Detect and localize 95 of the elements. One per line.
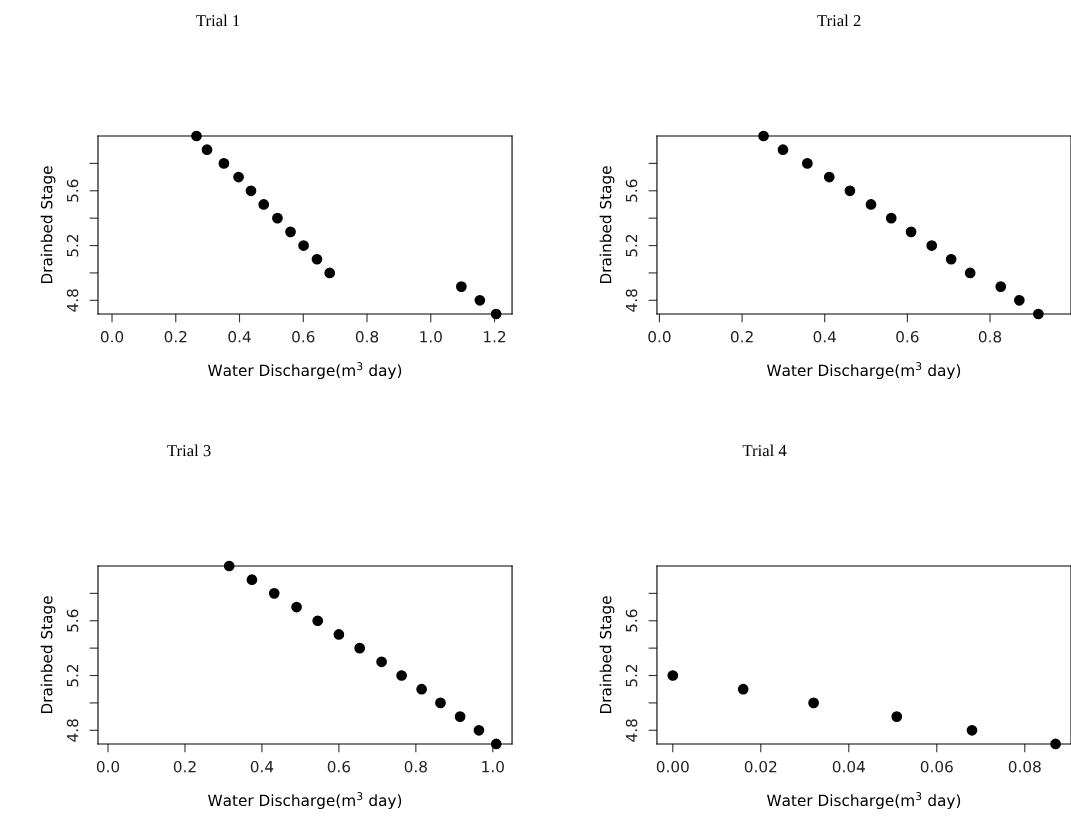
x-tick-label: 0.8 — [404, 760, 427, 773]
point — [201, 144, 213, 156]
point — [233, 171, 244, 183]
y-tick-label: 5.2 — [625, 234, 638, 257]
x-tick-label: 0.4 — [250, 760, 274, 773]
point — [737, 683, 749, 695]
point — [311, 253, 323, 265]
point — [1050, 738, 1061, 750]
point — [823, 171, 835, 183]
y-axis-title: Drainbed Stage — [40, 596, 56, 714]
x-tick-label: 1.0 — [420, 330, 442, 343]
y-tick-label: 4.8 — [625, 719, 638, 742]
x-tick-label: 0.0 — [648, 330, 671, 343]
y-tick-label: 5.6 — [625, 609, 638, 632]
point — [435, 697, 446, 709]
point — [291, 601, 302, 613]
y-tick-label: 5.6 — [66, 609, 79, 632]
point — [964, 267, 976, 279]
x-tick-label: 0.4 — [228, 330, 251, 343]
x-tick-label: 0.8 — [355, 330, 379, 343]
y-tick-label: 5.2 — [625, 664, 638, 687]
point — [885, 212, 897, 224]
x-tick-label: 0.6 — [896, 330, 919, 343]
point — [333, 629, 345, 640]
y-axis-title: Drainbed Stage — [599, 596, 615, 714]
x-tick-label: 0.2 — [164, 330, 187, 343]
x-tick-label: 0.0 — [96, 760, 120, 773]
point — [844, 185, 856, 197]
point — [995, 281, 1007, 292]
point — [891, 711, 903, 722]
point — [324, 267, 336, 279]
y-tick-label: 5.6 — [66, 179, 79, 202]
point — [490, 308, 502, 320]
point — [354, 642, 366, 654]
y-tick-label: 4.8 — [66, 289, 79, 312]
x-tick-label: 0.00 — [656, 760, 689, 773]
x-axis-title: Water Discharge(m$^{3}$ day) — [208, 362, 402, 380]
x-axis-title: Water Discharge(m$^{3}$ day) — [208, 792, 402, 810]
point — [945, 253, 957, 265]
x-tick-label: 0.2 — [730, 330, 753, 343]
x-tick-label: 0.6 — [327, 760, 351, 773]
y-tick-label: 5.6 — [625, 179, 638, 202]
y-tick-label: 5.2 — [66, 234, 79, 257]
point — [473, 724, 485, 736]
x-tick-label: 0.4 — [813, 330, 837, 343]
point — [802, 158, 813, 169]
point — [926, 240, 938, 251]
y-axis-title: Drainbed Stage — [40, 166, 56, 284]
point — [865, 199, 877, 210]
x-tick-label: 0.6 — [292, 330, 315, 343]
point — [966, 724, 978, 736]
point — [905, 226, 917, 238]
x-tick-label: 0.8 — [978, 330, 1002, 343]
y-tick-label: 5.2 — [66, 664, 79, 687]
point — [376, 656, 387, 668]
point — [268, 588, 280, 599]
x-tick-label: 1.2 — [484, 330, 506, 343]
point — [1033, 308, 1044, 320]
chart-title: Trial 4 — [742, 444, 787, 457]
point — [312, 615, 324, 627]
x-tick-label: 0.02 — [744, 760, 777, 773]
point — [667, 670, 679, 681]
point — [490, 738, 502, 750]
y-tick-label: 4.8 — [625, 289, 638, 312]
chart-title: Trial 2 — [817, 14, 861, 27]
point — [758, 130, 769, 142]
point — [223, 560, 235, 572]
chart-title: Trial 1 — [196, 14, 240, 27]
point — [245, 185, 257, 197]
point — [396, 670, 407, 681]
x-axis-title: Water Discharge(m$^{3}$ day) — [767, 792, 961, 810]
chart-title: Trial 3 — [167, 444, 211, 457]
point — [285, 226, 296, 238]
point — [416, 683, 427, 695]
x-tick-label: 0.2 — [173, 760, 196, 773]
point — [298, 240, 309, 251]
point — [272, 212, 283, 224]
point — [454, 711, 466, 722]
y-tick-label: 4.8 — [66, 719, 79, 742]
point — [258, 199, 270, 210]
point — [191, 130, 202, 142]
x-tick-label: 0.0 — [100, 330, 124, 343]
point — [1013, 294, 1025, 306]
point — [808, 697, 819, 709]
x-tick-label: 0.06 — [920, 760, 953, 773]
point — [777, 144, 789, 156]
x-tick-label: 0.04 — [832, 760, 865, 773]
point — [218, 158, 230, 169]
x-axis-title: Water Discharge(m$^{3}$ day) — [767, 362, 961, 380]
x-tick-label: 1.0 — [482, 760, 504, 773]
point — [456, 281, 467, 292]
y-axis-title: Drainbed Stage — [599, 166, 615, 284]
point — [246, 574, 258, 586]
point — [474, 294, 486, 306]
x-tick-label: 0.08 — [1008, 760, 1041, 773]
